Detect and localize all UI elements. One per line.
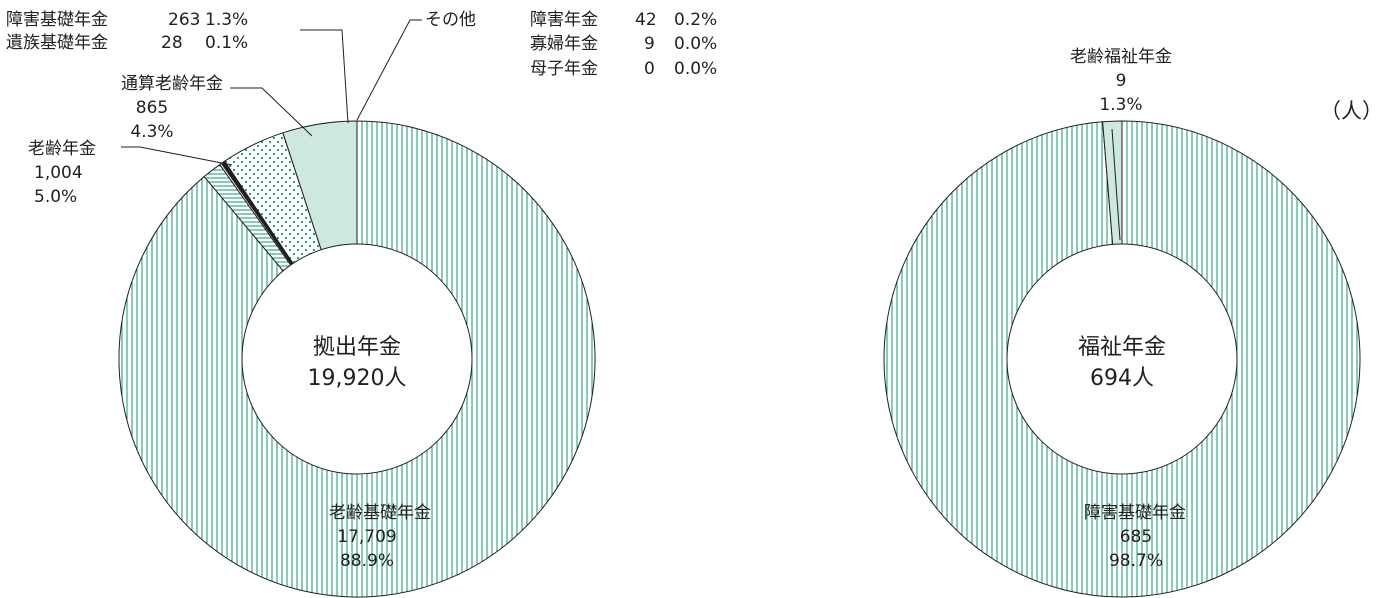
label-disability-basic-welfare-name: 障害基礎年金 [1084,503,1186,523]
contribution-center-hole [241,243,473,475]
leader-line-other [356,19,422,121]
label-disability-basic-name: 障害基礎年金 [6,10,108,30]
label-mother-child-value: 0 [644,59,655,79]
leader-line-tsusan [230,87,313,137]
label-rorei-welfare-name: 老齢福祉年金 [1070,47,1172,67]
label-tsusan-percent: 4.3% [130,122,173,142]
label-rorei-name: 老齢年金 [28,139,96,159]
label-rorei-welfare-percent: 1.3% [1099,95,1142,115]
welfare-center-title: 福祉年金 [1078,335,1166,360]
label-rorei-value: 1,004 [34,163,83,183]
leader-line-rorei [121,146,233,166]
label-mother-child-name: 母子年金 [530,59,598,79]
welfare-center-hole [1006,243,1238,475]
label-widow-name: 寡婦年金 [530,34,598,54]
label-rorei-welfare-value: 9 [1116,71,1127,91]
label-disability-basic-welfare-percent: 98.7% [1109,551,1163,571]
leader-line-rorei-welfare [1111,128,1121,241]
label-rorei-percent: 5.0% [34,187,77,207]
leader-line-disability-basic [300,29,349,124]
contribution-pension-leader-lines [121,19,422,166]
contribution-center-total: 19,920人 [308,366,407,391]
label-tsusan-name: 通算老齢年金 [121,74,223,94]
label-survivor-basic-name: 遺族基礎年金 [6,33,108,53]
unit-label: （人） [1320,99,1383,123]
welfare-center-total: 694人 [1090,366,1154,391]
label-mother-child-percent: 0.0% [674,59,717,79]
label-disability-basic-value: 263 [168,10,200,30]
label-disability-percent: 0.2% [674,10,717,30]
label-widow-percent: 0.0% [674,34,717,54]
label-survivor-basic-value: 28 [161,33,183,53]
label-rorei-basic-name: 老齢基礎年金 [329,503,431,523]
label-rorei-basic-value: 17,709 [337,527,396,547]
label-widow-value: 9 [644,34,655,54]
contribution-center-title: 拠出年金 [313,335,401,360]
label-disability-name: 障害年金 [530,10,598,30]
label-disability-basic-percent: 1.3% [205,10,248,30]
label-other-group: その他 [425,10,476,30]
label-rorei-basic-percent: 88.9% [340,551,394,571]
label-disability-value: 42 [635,10,657,30]
label-disability-basic-welfare-value: 685 [1120,527,1152,547]
label-survivor-basic-percent: 0.1% [205,33,248,53]
label-tsusan-value: 865 [136,98,168,118]
